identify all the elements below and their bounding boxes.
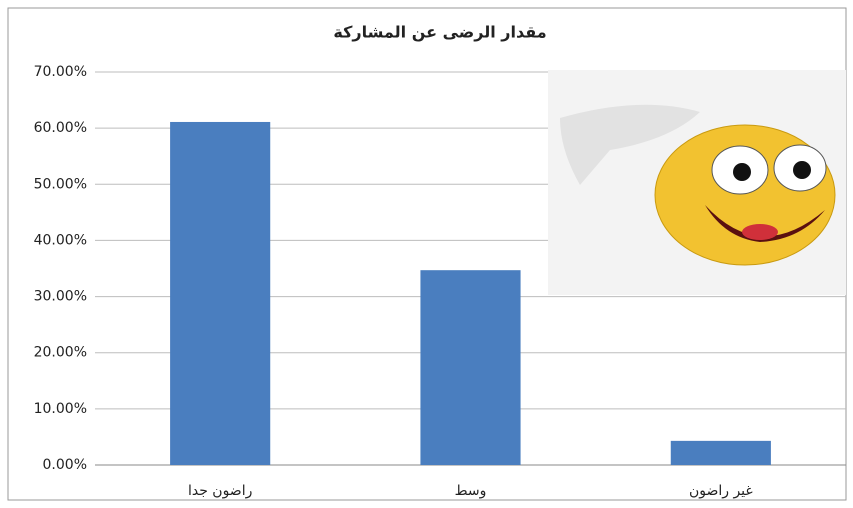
- y-tick-label: 60.00%: [34, 120, 87, 136]
- bar: [420, 270, 521, 465]
- emoji-pupil: [793, 161, 811, 179]
- y-tick-label: 50.00%: [34, 176, 87, 192]
- x-tick-label: غير راضون: [689, 483, 753, 499]
- y-tick-label: 10.00%: [34, 401, 87, 417]
- bar: [670, 440, 771, 465]
- bar: [170, 121, 271, 466]
- y-tick-label: 40.00%: [34, 232, 87, 248]
- emoji-tongue: [742, 224, 778, 240]
- chart-title: مقدار الرضى عن المشاركة: [333, 23, 546, 42]
- y-tick-label: 0.00%: [43, 457, 87, 473]
- emoji-picture: [548, 70, 846, 295]
- speech-bubble: [560, 104, 700, 185]
- y-tick-label: 30.00%: [34, 289, 87, 305]
- emoji-mouth: [705, 205, 825, 242]
- bars: راضون جدا وسط غير راضون: [95, 121, 846, 499]
- y-tick-label: 20.00%: [34, 345, 87, 361]
- emoji-pupil: [733, 163, 751, 181]
- y-tick-label: 70.00%: [34, 64, 87, 80]
- x-tick-label: راضون جدا: [188, 483, 252, 499]
- x-tick-label: وسط: [455, 483, 487, 499]
